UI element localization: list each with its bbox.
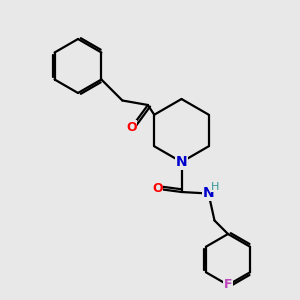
Text: O: O [152,182,163,196]
Text: N: N [203,187,214,200]
Text: N: N [176,155,187,169]
Text: H: H [211,182,219,192]
Text: O: O [126,121,137,134]
Text: F: F [224,278,232,292]
